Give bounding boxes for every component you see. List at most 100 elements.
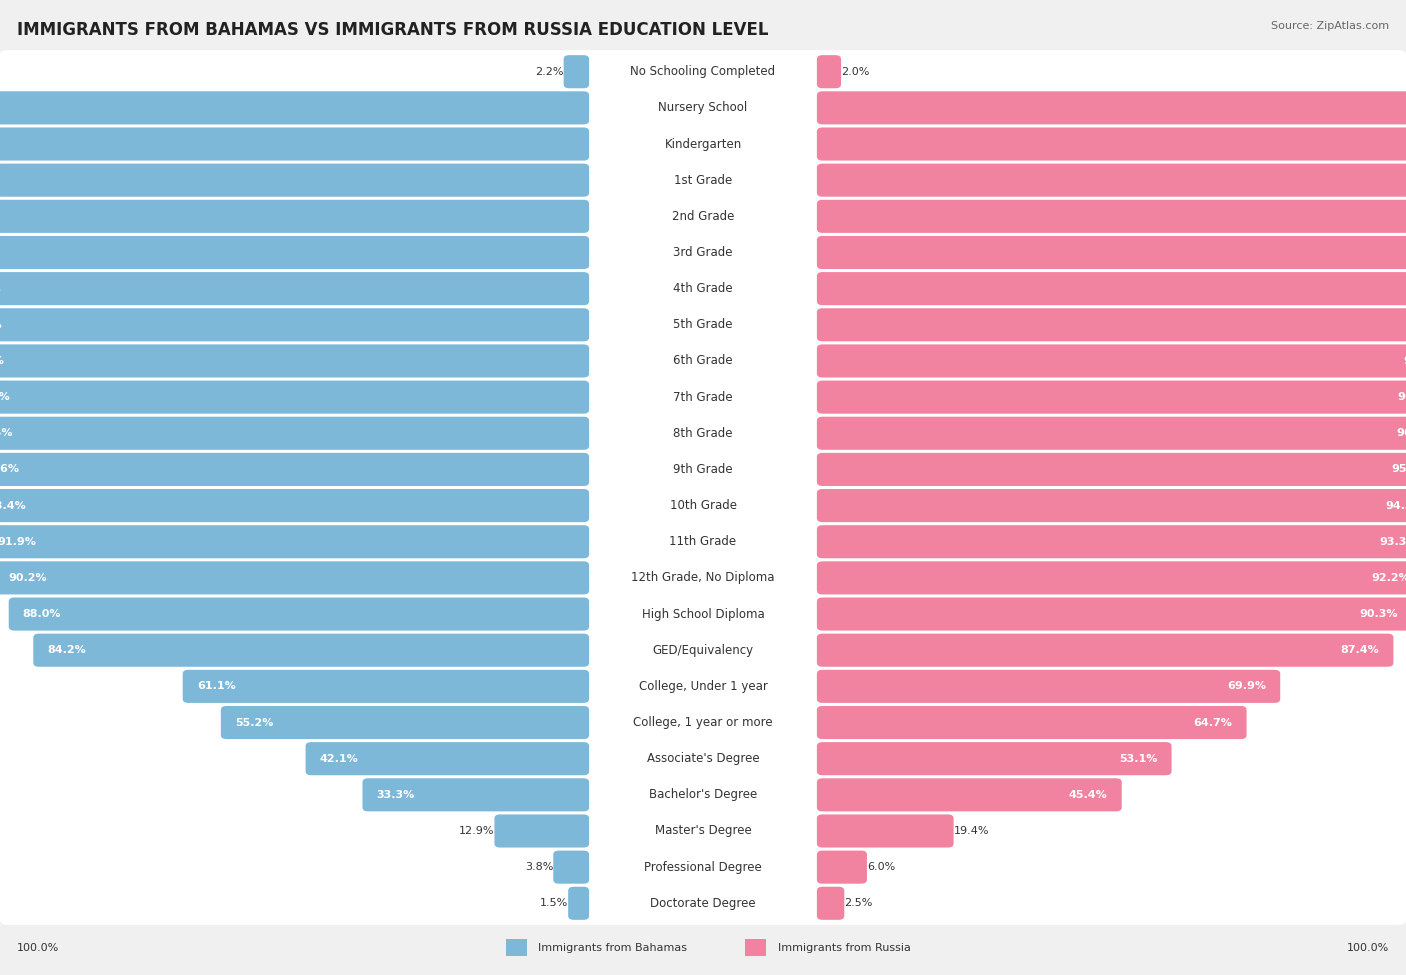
Text: Immigrants from Bahamas: Immigrants from Bahamas bbox=[538, 943, 688, 953]
FancyBboxPatch shape bbox=[0, 344, 589, 377]
Text: 95.2%: 95.2% bbox=[1391, 464, 1406, 475]
FancyBboxPatch shape bbox=[0, 557, 1406, 600]
FancyBboxPatch shape bbox=[817, 598, 1406, 631]
FancyBboxPatch shape bbox=[8, 598, 589, 631]
FancyBboxPatch shape bbox=[221, 706, 589, 739]
FancyBboxPatch shape bbox=[817, 814, 953, 847]
Text: Professional Degree: Professional Degree bbox=[644, 861, 762, 874]
FancyBboxPatch shape bbox=[305, 742, 589, 775]
FancyBboxPatch shape bbox=[817, 778, 1122, 811]
FancyBboxPatch shape bbox=[817, 526, 1406, 559]
FancyBboxPatch shape bbox=[817, 236, 1406, 269]
FancyBboxPatch shape bbox=[745, 939, 766, 956]
FancyBboxPatch shape bbox=[817, 562, 1406, 595]
FancyBboxPatch shape bbox=[0, 375, 1406, 418]
Text: 91.9%: 91.9% bbox=[0, 536, 37, 547]
FancyBboxPatch shape bbox=[0, 665, 1406, 708]
FancyBboxPatch shape bbox=[0, 484, 1406, 527]
FancyBboxPatch shape bbox=[817, 308, 1406, 341]
FancyBboxPatch shape bbox=[0, 164, 589, 197]
FancyBboxPatch shape bbox=[0, 701, 1406, 744]
Text: 9th Grade: 9th Grade bbox=[673, 463, 733, 476]
Text: No Schooling Completed: No Schooling Completed bbox=[630, 65, 776, 78]
Text: 90.3%: 90.3% bbox=[1360, 609, 1398, 619]
FancyBboxPatch shape bbox=[0, 308, 589, 341]
Text: 6th Grade: 6th Grade bbox=[673, 355, 733, 368]
FancyBboxPatch shape bbox=[0, 339, 1406, 382]
FancyBboxPatch shape bbox=[554, 850, 589, 883]
Text: 2.2%: 2.2% bbox=[536, 66, 564, 77]
Text: 93.3%: 93.3% bbox=[1379, 536, 1406, 547]
FancyBboxPatch shape bbox=[817, 886, 844, 919]
Text: 100.0%: 100.0% bbox=[1347, 943, 1389, 953]
FancyBboxPatch shape bbox=[0, 272, 589, 305]
FancyBboxPatch shape bbox=[568, 886, 589, 919]
FancyBboxPatch shape bbox=[0, 881, 1406, 925]
FancyBboxPatch shape bbox=[817, 56, 841, 89]
FancyBboxPatch shape bbox=[817, 92, 1406, 125]
FancyBboxPatch shape bbox=[0, 200, 589, 233]
Text: 8th Grade: 8th Grade bbox=[673, 427, 733, 440]
Text: 88.0%: 88.0% bbox=[22, 609, 62, 619]
Text: 42.1%: 42.1% bbox=[319, 754, 359, 763]
FancyBboxPatch shape bbox=[817, 634, 1393, 667]
Text: 3rd Grade: 3rd Grade bbox=[673, 246, 733, 259]
Text: 7th Grade: 7th Grade bbox=[673, 391, 733, 404]
FancyBboxPatch shape bbox=[817, 742, 1171, 775]
FancyBboxPatch shape bbox=[817, 344, 1406, 377]
FancyBboxPatch shape bbox=[363, 778, 589, 811]
Text: 87.4%: 87.4% bbox=[1340, 645, 1379, 655]
Text: Associate's Degree: Associate's Degree bbox=[647, 752, 759, 765]
Text: 10th Grade: 10th Grade bbox=[669, 499, 737, 512]
Text: 45.4%: 45.4% bbox=[1069, 790, 1108, 799]
Text: 2nd Grade: 2nd Grade bbox=[672, 210, 734, 223]
Text: Doctorate Degree: Doctorate Degree bbox=[650, 897, 756, 910]
Text: 53.1%: 53.1% bbox=[1119, 754, 1157, 763]
FancyBboxPatch shape bbox=[0, 562, 589, 595]
Text: 4th Grade: 4th Grade bbox=[673, 282, 733, 295]
Text: Nursery School: Nursery School bbox=[658, 101, 748, 114]
FancyBboxPatch shape bbox=[0, 87, 1406, 130]
FancyBboxPatch shape bbox=[0, 737, 1406, 780]
Text: Master's Degree: Master's Degree bbox=[655, 825, 751, 838]
FancyBboxPatch shape bbox=[0, 236, 589, 269]
Text: 96.8%: 96.8% bbox=[0, 356, 4, 366]
Text: 100.0%: 100.0% bbox=[17, 943, 59, 953]
Text: 55.2%: 55.2% bbox=[235, 718, 273, 727]
FancyBboxPatch shape bbox=[0, 521, 1406, 564]
FancyBboxPatch shape bbox=[817, 128, 1406, 161]
Text: Bachelor's Degree: Bachelor's Degree bbox=[650, 789, 756, 801]
FancyBboxPatch shape bbox=[0, 526, 589, 559]
Text: IMMIGRANTS FROM BAHAMAS VS IMMIGRANTS FROM RUSSIA EDUCATION LEVEL: IMMIGRANTS FROM BAHAMAS VS IMMIGRANTS FR… bbox=[17, 21, 768, 39]
FancyBboxPatch shape bbox=[0, 809, 1406, 852]
Text: 12.9%: 12.9% bbox=[458, 826, 495, 836]
FancyBboxPatch shape bbox=[0, 411, 1406, 454]
FancyBboxPatch shape bbox=[817, 489, 1406, 523]
FancyBboxPatch shape bbox=[564, 56, 589, 89]
FancyBboxPatch shape bbox=[0, 452, 589, 486]
FancyBboxPatch shape bbox=[817, 850, 868, 883]
Text: 96.2%: 96.2% bbox=[1398, 392, 1406, 402]
FancyBboxPatch shape bbox=[817, 706, 1247, 739]
FancyBboxPatch shape bbox=[0, 593, 1406, 636]
Text: Immigrants from Russia: Immigrants from Russia bbox=[778, 943, 911, 953]
FancyBboxPatch shape bbox=[817, 670, 1281, 703]
Text: 6.0%: 6.0% bbox=[868, 862, 896, 873]
Text: Kindergarten: Kindergarten bbox=[665, 137, 741, 150]
Text: 12th Grade, No Diploma: 12th Grade, No Diploma bbox=[631, 571, 775, 584]
Text: 96.0%: 96.0% bbox=[1396, 428, 1406, 439]
FancyBboxPatch shape bbox=[183, 670, 589, 703]
FancyBboxPatch shape bbox=[817, 164, 1406, 197]
Text: 97.1%: 97.1% bbox=[1403, 356, 1406, 366]
Text: 95.9%: 95.9% bbox=[0, 392, 10, 402]
Text: 84.2%: 84.2% bbox=[48, 645, 86, 655]
FancyBboxPatch shape bbox=[0, 50, 1406, 94]
Text: 95.5%: 95.5% bbox=[0, 428, 13, 439]
Text: College, 1 year or more: College, 1 year or more bbox=[633, 716, 773, 729]
Text: GED/Equivalency: GED/Equivalency bbox=[652, 644, 754, 657]
Text: 19.4%: 19.4% bbox=[953, 826, 988, 836]
Text: 94.3%: 94.3% bbox=[1385, 500, 1406, 511]
FancyBboxPatch shape bbox=[817, 272, 1406, 305]
FancyBboxPatch shape bbox=[0, 303, 1406, 346]
FancyBboxPatch shape bbox=[0, 267, 1406, 310]
